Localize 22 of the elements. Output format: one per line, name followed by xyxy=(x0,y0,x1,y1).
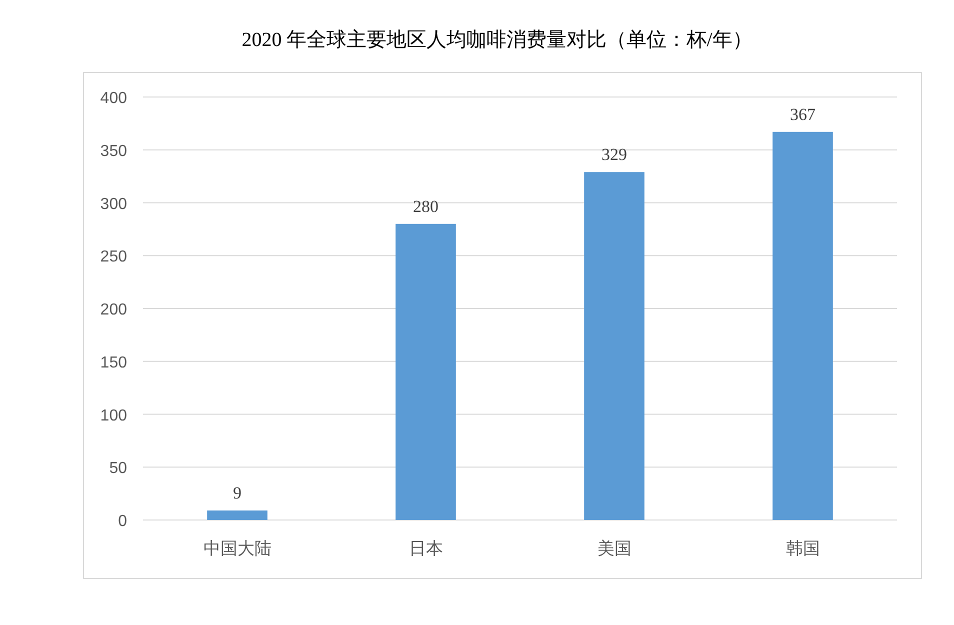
data-label: 367 xyxy=(790,104,816,124)
y-tick-label: 50 xyxy=(109,460,128,478)
data-label: 329 xyxy=(602,145,627,164)
y-tick-label: 250 xyxy=(100,248,128,266)
y-tick-label: 100 xyxy=(100,407,128,424)
x-tick-label: 韩国 xyxy=(786,539,820,558)
x-tick-label: 美国 xyxy=(597,539,632,558)
y-tick-label: 0 xyxy=(118,513,128,530)
y-tick-label: 400 xyxy=(100,90,128,107)
y-tick-label: 350 xyxy=(100,142,128,160)
chart-title: 2020 年全球主要地区人均咖啡消费量对比（单位：杯/年） xyxy=(242,28,752,51)
bar xyxy=(207,510,268,520)
y-tick-label: 200 xyxy=(100,302,128,318)
y-tick-label: 300 xyxy=(100,196,128,213)
x-tick-label: 中国大陆 xyxy=(203,539,272,558)
bar xyxy=(772,132,833,520)
data-label: 9 xyxy=(233,483,242,502)
data-label: 280 xyxy=(413,196,438,216)
x-tick-label: 日本 xyxy=(408,539,443,558)
bar xyxy=(584,172,644,520)
y-tick-label: 150 xyxy=(100,354,128,372)
bar xyxy=(396,224,456,520)
